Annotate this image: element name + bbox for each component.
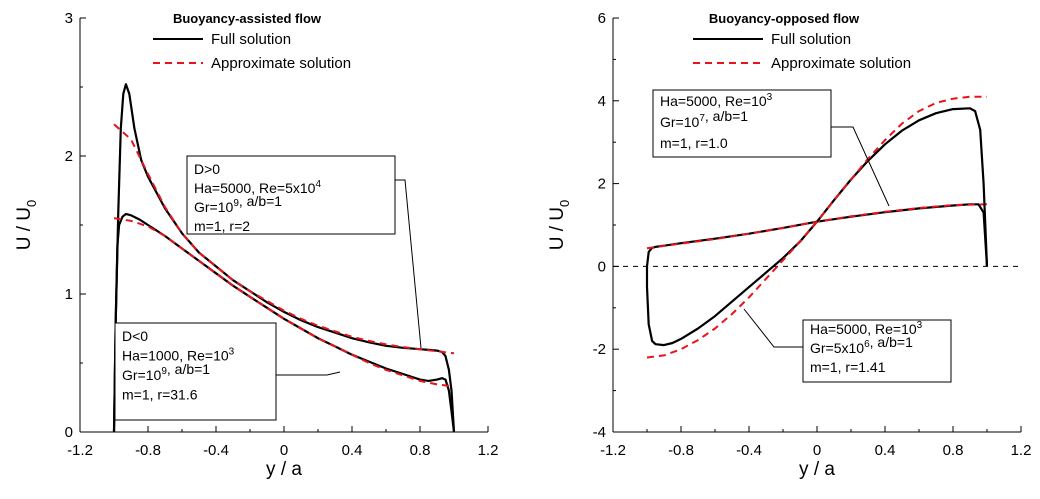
- annotation-line: D<0: [122, 328, 148, 344]
- y-axis-title-subscript: 0: [557, 200, 572, 207]
- panel-buoyancy-opposed: -4 -2 0 2 4 6 -1.2 -0.8 -0.4 0 0.4 0.8 1.2 y / a U / U…: [547, 10, 1031, 480]
- x-tick-label: 0.4: [875, 442, 896, 459]
- annotation-line: Gr=5x106, a/b=1: [810, 334, 913, 356]
- annotation-box: [652, 89, 832, 158]
- annotation-leader-line: [831, 126, 890, 207]
- annotation-line: Gr=109, a/b=1: [194, 193, 282, 215]
- annotation-text: D>0: [194, 161, 220, 177]
- x-axis-title: y / a: [266, 459, 302, 480]
- annotation-superscript: 3: [767, 92, 773, 103]
- y-tick-label: 1: [65, 286, 73, 303]
- annotation-superscript: 7: [699, 113, 705, 124]
- x-tick-label: -0.4: [736, 442, 762, 459]
- annotation-line: Ha=5000, Re=103: [660, 92, 773, 109]
- annotation-superscript: 4: [315, 179, 321, 190]
- annotation-text: , a/b=1: [167, 361, 210, 377]
- x-tick-label: 0: [813, 442, 821, 459]
- annotation-line: Gr=107, a/b=1: [660, 108, 748, 130]
- x-tick-label: -0.8: [135, 442, 161, 459]
- annotation-text: m=1, r=1.41: [810, 359, 886, 375]
- annotation-line: Gr=109, a/b=1: [122, 361, 210, 383]
- annotation-text: Ha=5000, Re=10: [810, 321, 917, 337]
- annotation-superscript: 9: [161, 366, 167, 377]
- full-solution-line: [112, 83, 456, 433]
- y-axis-title: U / U0: [547, 200, 572, 251]
- x-tick-label: -0.4: [203, 442, 229, 459]
- annotation-text: m=1, r=31.6: [122, 387, 198, 403]
- legend-label: Full solution: [771, 31, 851, 48]
- annotation-box: [114, 322, 277, 421]
- annotation-text: , a/b=1: [870, 334, 913, 350]
- x-tick-label: -1.2: [67, 442, 93, 459]
- annotation-text: Ha=1000, Re=10: [122, 348, 229, 364]
- x-tick-label: 1.2: [1011, 442, 1032, 459]
- x-tick-label: 0.8: [943, 442, 964, 459]
- y-axis-title-subscript: 0: [24, 200, 39, 207]
- annotation-leader-line: [743, 308, 803, 348]
- y-axis-title-main: U / U: [14, 207, 35, 250]
- x-axis-title: y / a: [799, 459, 835, 480]
- y-axis-title-main: U / U: [547, 207, 568, 250]
- annotation-text: D<0: [122, 328, 148, 344]
- annotation-line: Ha=1000, Re=103: [122, 347, 235, 364]
- annotation-text: Gr=10: [122, 367, 162, 383]
- annotation-line: Ha=5000, Re=103: [810, 320, 923, 337]
- annotation-text: Ha=5000, Re=10: [660, 93, 767, 109]
- full-solution-line: [645, 203, 989, 267]
- approximate-solution-line: [113, 217, 455, 388]
- legend-label: Approximate solution: [771, 55, 911, 72]
- annotation-text: , a/b=1: [705, 108, 748, 124]
- approximate-solution-line: [646, 95, 987, 359]
- legend-label: Approximate solution: [211, 55, 351, 72]
- x-tick-label: 0.8: [410, 442, 431, 459]
- annotation-line: m=1, r=2: [194, 218, 250, 234]
- y-tick-label: 3: [65, 10, 73, 27]
- annotation-line: D>0: [194, 161, 220, 177]
- panel-title: Buoyancy-assisted flow: [173, 11, 322, 26]
- annotation-line: Ha=5000, Re=5x104: [194, 179, 321, 196]
- annotation-box: [186, 155, 396, 235]
- annotation-text: Gr=5x10: [810, 340, 864, 356]
- annotation-leader-line: [395, 179, 422, 349]
- annotation-text: Ha=5000, Re=5x10: [194, 180, 316, 196]
- y-axis-title: U / U0: [14, 200, 39, 251]
- panel-title: Buoyancy-opposed flow: [709, 11, 860, 26]
- annotation-line: m=1, r=1.41: [810, 359, 886, 375]
- annotation-text: Gr=10: [194, 199, 234, 215]
- annotation-line: m=1, r=1.0: [660, 135, 728, 151]
- y-tick-label: -2: [593, 341, 606, 358]
- y-tick-label: 6: [598, 10, 606, 27]
- annotation-text: Gr=10: [660, 114, 700, 130]
- y-tick-label: 4: [598, 93, 606, 110]
- legend-label: Full solution: [211, 31, 291, 48]
- y-tick-label: 2: [65, 148, 73, 165]
- full-solution-line: [112, 212, 456, 433]
- annotation-text: , a/b=1: [239, 193, 282, 209]
- annotation-text: m=1, r=1.0: [660, 135, 728, 151]
- x-tick-label: 1.2: [478, 442, 499, 459]
- annotation-leader-line: [276, 371, 341, 376]
- annotation-superscript: 3: [229, 347, 235, 358]
- annotation-text: m=1, r=2: [194, 218, 250, 234]
- annotation-superscript: 6: [864, 339, 870, 350]
- y-tick-label: -4: [593, 424, 606, 441]
- y-tick-label: 0: [598, 258, 606, 275]
- x-tick-label: 0: [280, 442, 288, 459]
- y-tick-label: 0: [65, 424, 73, 441]
- annotation-box: [802, 319, 952, 383]
- annotation-superscript: 3: [917, 320, 923, 331]
- x-tick-label: -0.8: [668, 442, 694, 459]
- annotation-superscript: 9: [233, 198, 239, 209]
- approximate-solution-line: [113, 123, 455, 355]
- approximate-solution-line: [646, 203, 988, 250]
- annotation-line: m=1, r=31.6: [122, 387, 198, 403]
- x-tick-label: -1.2: [600, 442, 626, 459]
- y-tick-label: 2: [598, 176, 606, 193]
- x-tick-label: 0.4: [342, 442, 363, 459]
